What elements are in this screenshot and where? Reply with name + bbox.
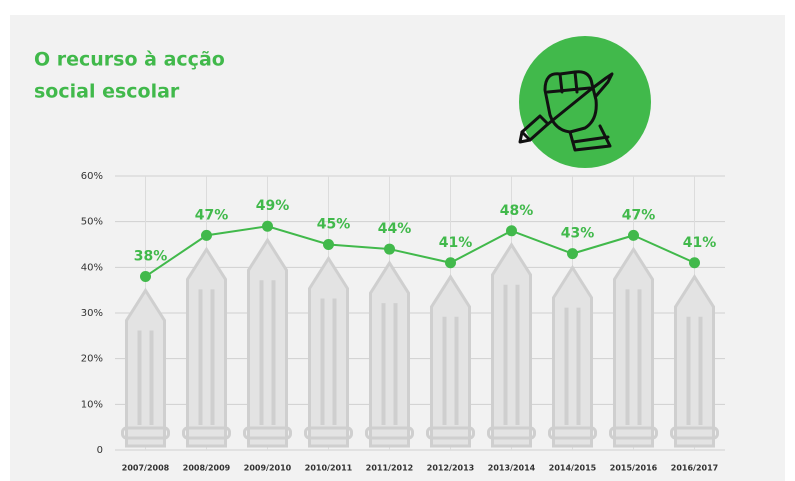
y-tick-label: 40% — [81, 262, 103, 273]
pencil-ferrule — [121, 426, 170, 440]
point — [384, 243, 395, 255]
pencil — [247, 237, 288, 448]
line — [144, 225, 695, 278]
x-tick-label: 2010/2011 — [305, 464, 353, 473]
pencil — [674, 273, 715, 448]
pencil-ferrule — [182, 426, 231, 440]
pencil — [552, 264, 593, 448]
data-label: 47% — [622, 207, 656, 223]
pencil-ferrule — [670, 426, 719, 440]
point — [567, 248, 578, 260]
data-label: 49% — [256, 198, 290, 214]
point — [201, 229, 212, 241]
x-tick-label: 2012/2013 — [427, 464, 474, 473]
pencil — [186, 246, 227, 448]
pencil-ferrule — [426, 426, 475, 440]
x-tick-label: 2015/2016 — [610, 464, 658, 473]
point — [262, 220, 273, 232]
data-label: 48% — [500, 203, 534, 219]
pencil — [613, 246, 654, 448]
pencil — [491, 241, 532, 448]
y-tick-label: 60% — [81, 171, 103, 182]
point — [140, 270, 151, 282]
chart-title: social escolar — [34, 81, 180, 103]
pencil — [125, 287, 166, 448]
pencil-ferrule — [609, 426, 658, 440]
x-tick-label: 2013/2014 — [488, 464, 536, 473]
point — [323, 239, 334, 250]
pencil — [308, 255, 349, 448]
pencil-ferrule — [365, 426, 414, 440]
pencil-ferrule — [243, 426, 292, 440]
point — [445, 257, 456, 269]
pencil-ferrule — [304, 426, 353, 440]
x-tick-label: 2009/2010 — [244, 464, 292, 473]
point — [628, 229, 639, 241]
y-tick-label: 0 — [97, 445, 103, 456]
pencil — [430, 273, 471, 448]
data-label: 45% — [317, 217, 351, 233]
y-tick-label: 10% — [81, 399, 103, 410]
data-label: 47% — [195, 207, 229, 223]
x-tick-label: 2014/2015 — [549, 464, 597, 473]
pencil-ferrule — [487, 426, 536, 440]
y-tick-label: 20% — [81, 354, 103, 365]
y-tick-label: 50% — [81, 217, 103, 228]
chart-title: O recurso à acção — [34, 49, 225, 71]
data-label: 38% — [134, 248, 168, 264]
data-label: 43% — [561, 226, 595, 242]
data-label: 44% — [378, 221, 412, 237]
y-tick-label: 30% — [81, 308, 103, 319]
data-label: 41% — [683, 235, 717, 251]
pencil-ferrule — [548, 426, 597, 440]
x-tick-label: 2011/2012 — [366, 464, 413, 473]
x-tick-label: 2016/2017 — [671, 464, 718, 473]
icon — [518, 36, 651, 168]
x-tick-label: 2007/2008 — [122, 464, 170, 473]
data-label: 41% — [439, 235, 473, 251]
point — [506, 225, 517, 237]
x-tick-label: 2008/2009 — [183, 464, 231, 473]
point — [689, 257, 700, 269]
pencil — [369, 260, 410, 448]
